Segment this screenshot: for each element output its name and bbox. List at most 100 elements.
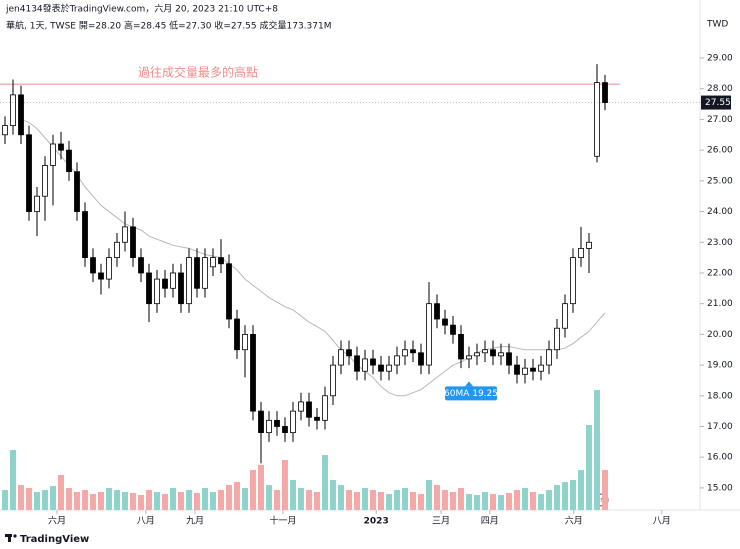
volume-bar [58, 475, 64, 510]
volume-bar [274, 490, 280, 510]
volume-bar [178, 492, 184, 510]
candle-body [50, 143, 56, 166]
candle-body [362, 358, 368, 372]
candle-body [82, 211, 88, 259]
candle-body [10, 94, 16, 126]
volume-bar [242, 488, 248, 510]
volume-bar [570, 480, 576, 510]
candle-body [490, 349, 496, 357]
candle-body [346, 349, 352, 357]
volume-bar [506, 493, 512, 510]
candle-body [546, 349, 552, 366]
volume-bar [546, 490, 552, 510]
candle-body [562, 303, 568, 329]
last-price-box [701, 95, 731, 110]
candle-body [602, 82, 608, 103]
candle-body [242, 333, 248, 351]
candle-body [538, 364, 544, 372]
last-price-label: 27.55 [705, 98, 731, 108]
volume-bar [98, 492, 104, 510]
candle-body [98, 272, 104, 280]
candle-body [34, 195, 40, 212]
volume-bar [322, 455, 328, 510]
volume-bar [90, 494, 96, 510]
candle-body [18, 94, 24, 136]
candle-body [266, 419, 272, 434]
volume-bar [106, 488, 112, 510]
candle-body [2, 125, 8, 136]
candle-body [210, 257, 216, 268]
volume-bar [66, 488, 72, 510]
x-tick-label: 十一月 [269, 515, 296, 527]
candle-body [522, 367, 528, 375]
y-tick-label: 24.00 [707, 207, 733, 217]
volume-bar [362, 488, 368, 510]
volume-bar [514, 490, 520, 510]
volume-bar [498, 495, 504, 510]
volume-bar [146, 490, 152, 510]
volume-bar [26, 488, 32, 510]
candle-body [530, 367, 536, 372]
candle-body [330, 364, 336, 397]
volume-bar [258, 465, 264, 510]
volume-bar [490, 494, 496, 510]
volume-bar [562, 482, 568, 510]
volume-bar [282, 460, 288, 510]
candle-body [338, 349, 344, 366]
volume-bar [354, 492, 360, 510]
candle-body [154, 278, 160, 305]
candle-body [58, 143, 64, 151]
candle-body [474, 352, 480, 357]
y-tick-label: 17.00 [707, 422, 733, 432]
volume-bar [594, 390, 600, 510]
x-tick-label: 八月 [653, 516, 671, 527]
candle-body [506, 352, 512, 366]
volume-bar [538, 494, 544, 510]
candle-body [234, 318, 240, 351]
volume-bar [474, 495, 480, 510]
candle-body [66, 149, 72, 173]
candle-body [442, 318, 448, 326]
ma-line [20, 118, 606, 397]
y-tick-label: 23.00 [707, 238, 733, 248]
candle-body [418, 352, 424, 366]
candle-body [570, 257, 576, 305]
x-tick-label: 三月 [432, 516, 450, 527]
candle-body [74, 171, 80, 212]
candle-body [434, 303, 440, 320]
candle-body [378, 364, 384, 372]
logo-mark [5, 534, 17, 542]
volume-bar [10, 450, 16, 510]
x-tick-label: 四月 [481, 516, 499, 527]
volume-bar [34, 492, 40, 510]
candle-body [298, 401, 304, 412]
candle-body [138, 257, 144, 274]
volume-bar [218, 490, 224, 510]
volume-bar [482, 492, 488, 510]
y-tick-label: 16.00 [707, 453, 733, 463]
volume-bar [154, 492, 160, 510]
volume-bar [266, 485, 272, 510]
volume-bar [234, 482, 240, 510]
candle-body [402, 349, 408, 357]
currency: TWD [706, 20, 728, 30]
header-line1: jen4134發表於TradingView.com，六月 20, 2023 21… [5, 3, 278, 15]
candle-body [306, 401, 312, 418]
y-tick-label: 22.00 [707, 268, 733, 278]
candle-body [26, 134, 32, 212]
candle-body [554, 327, 560, 351]
volume-bar [226, 485, 232, 510]
volume-bar [466, 494, 472, 510]
logo: TradingView [20, 534, 89, 545]
candle-body [482, 349, 488, 354]
candle-body [322, 395, 328, 421]
volume-bar [162, 494, 168, 510]
volume-bar [306, 490, 312, 510]
volume-bar [386, 494, 392, 510]
candle-body [218, 257, 224, 265]
volume-bar [578, 470, 584, 510]
candle-body [410, 349, 416, 354]
volume-bar [458, 488, 464, 510]
volume-bar [338, 485, 344, 510]
